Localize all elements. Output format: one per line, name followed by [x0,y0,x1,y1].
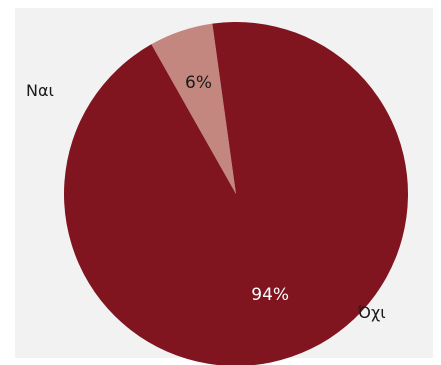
pie-slice-ochi [64,22,408,365]
slice-value-label-nai: 6% [185,73,212,93]
slice-value-label-ochi: 94% [251,285,289,305]
category-label-nai: Ναι [26,81,54,100]
pie-slices [64,22,408,365]
pie-slice-nai [151,23,236,195]
pie-labels: 6% Ναι 94% Όχι [26,73,386,322]
category-label-ochi: Όχι [357,303,386,322]
